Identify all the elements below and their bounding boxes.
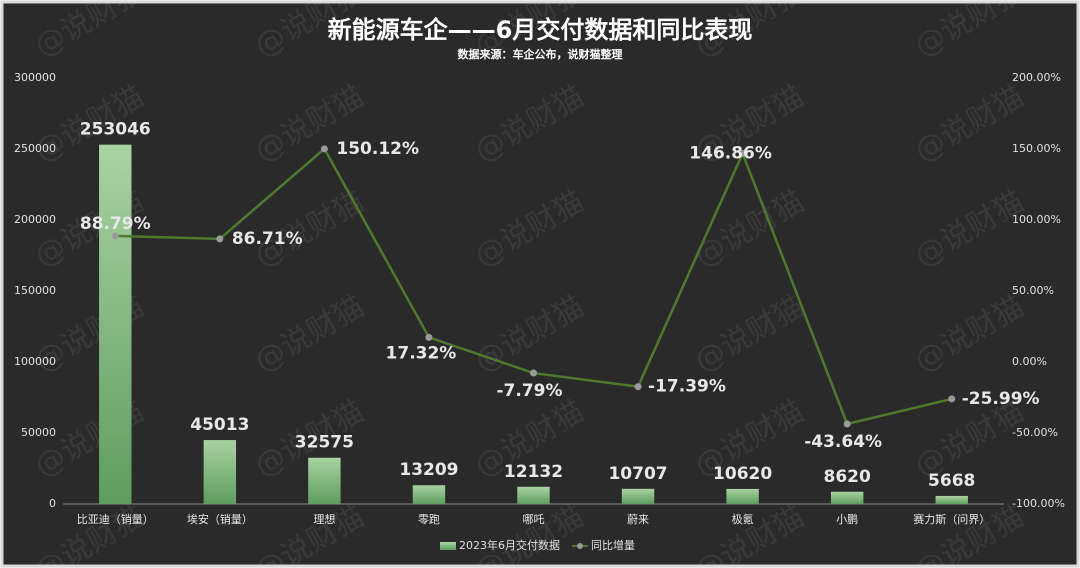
y-tick-label: 0: [49, 497, 56, 510]
x-tick-label: 理想: [313, 512, 335, 526]
line-value-label: -25.99%: [962, 389, 1040, 409]
legend-label: 2023年6月交付数据: [459, 538, 560, 552]
x-tick-label: 埃安（销量）: [187, 512, 253, 526]
bar-value-label: 32575: [295, 433, 354, 453]
bar: [308, 457, 341, 504]
bar-value-label: 45013: [190, 415, 249, 435]
chart-title: 新能源车企——6月交付数据和同比表现: [328, 16, 753, 44]
bar: [621, 488, 655, 504]
legend-swatch: [440, 542, 456, 550]
x-tick-label: 小鹏: [836, 513, 858, 526]
y-tick-label: 100000: [14, 355, 56, 368]
y2-tick-label: 50.00%: [1012, 284, 1054, 297]
y-tick-label: 200000: [14, 213, 56, 226]
chart-subtitle: 数据来源：车企公布，说财猫整理: [458, 47, 623, 61]
line-marker: [425, 333, 433, 341]
y-tick-label: 150000: [14, 284, 56, 297]
y-tick-label: 250000: [14, 142, 56, 155]
bar: [830, 491, 864, 504]
y-tick-label: 300000: [14, 71, 56, 84]
bar-value-label: 13209: [399, 460, 458, 480]
x-tick-label: 零跑: [418, 512, 440, 526]
x-tick-label: 比亚迪（销量）: [77, 512, 154, 526]
line-value-label: 17.32%: [386, 343, 457, 363]
bar-value-label: 5668: [928, 471, 975, 491]
y2-tick-label: 150.00%: [1012, 142, 1061, 155]
x-tick-label: 哪吒: [523, 513, 545, 526]
line-marker: [739, 149, 747, 157]
line-value-label: 86.71%: [232, 229, 303, 249]
line-value-label: -7.79%: [496, 381, 562, 401]
y2-tick-label: -100.00%: [1012, 497, 1065, 510]
x-tick-label: 极氪: [732, 512, 754, 526]
line-marker: [216, 235, 224, 243]
line-value-label: -43.64%: [804, 432, 882, 452]
x-tick-label: 蔚来: [627, 513, 649, 526]
y2-tick-label: 100.00%: [1012, 213, 1061, 226]
line-marker: [634, 383, 642, 391]
x-tick-label: 赛力斯（问界）: [913, 512, 990, 526]
line-value-label: 88.79%: [80, 214, 151, 234]
bar: [517, 486, 550, 504]
y2-tick-label: 200.00%: [1012, 71, 1061, 84]
bar-value-label: 10620: [713, 464, 772, 484]
bar-value-label: 253046: [80, 120, 151, 140]
bar: [726, 488, 759, 504]
bar: [935, 495, 968, 504]
line-marker: [843, 420, 851, 428]
line-value-label: 150.12%: [336, 139, 419, 159]
bar: [203, 440, 237, 504]
line-value-label: 146.86%: [689, 143, 772, 163]
y2-tick-label: -50.00%: [1012, 426, 1058, 439]
line-marker: [948, 395, 956, 403]
line-marker: [111, 232, 119, 240]
bar-value-label: 12132: [504, 462, 563, 482]
legend-label: 同比增量: [591, 538, 635, 552]
y-tick-label: 50000: [21, 426, 56, 439]
legend-swatch: [577, 543, 583, 549]
bar: [412, 485, 446, 504]
bar-value-label: 8620: [824, 467, 871, 487]
line-value-label: -17.39%: [648, 377, 726, 397]
line-marker: [530, 369, 537, 377]
line-marker: [320, 145, 328, 153]
y2-tick-label: 0.00%: [1012, 355, 1047, 368]
bar: [99, 144, 132, 504]
bar-value-label: 10707: [608, 464, 667, 484]
